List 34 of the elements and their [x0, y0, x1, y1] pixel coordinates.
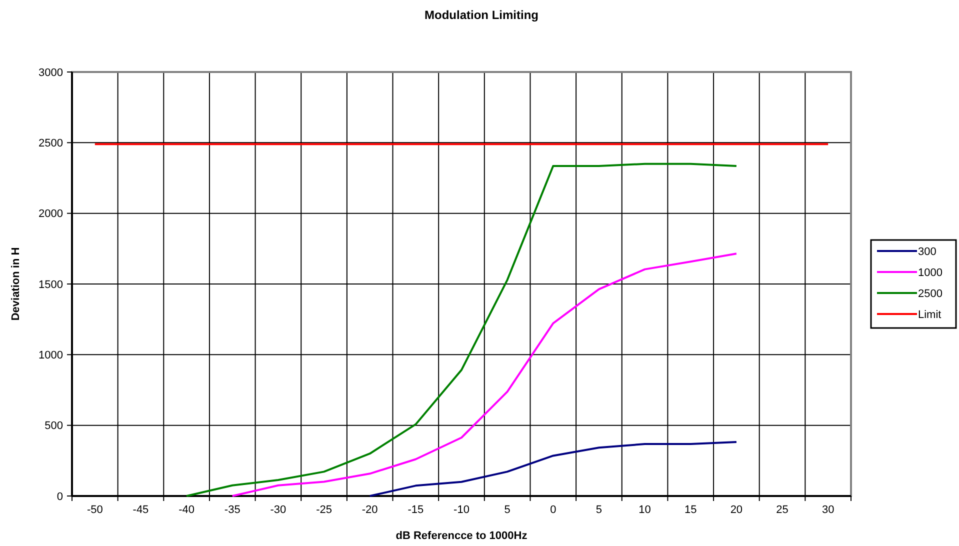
y-tick-label: 2000: [38, 208, 63, 220]
x-tick-label: 15: [684, 504, 697, 516]
line-series: [186, 162, 738, 497]
line-series: [231, 252, 738, 497]
y-tick-label: 500: [44, 420, 63, 432]
x-tick-label: 5: [504, 504, 510, 516]
legend-label: 300: [918, 246, 936, 258]
legend-label: 1000: [918, 266, 942, 279]
y-tick-label: 2500: [38, 138, 63, 150]
x-tick-label: 25: [776, 504, 788, 516]
y-tick-label: 3000: [38, 66, 63, 79]
x-tick-label: -20: [362, 504, 378, 516]
y-tick-label: 1500: [38, 278, 63, 291]
y-tick-label: 0: [56, 490, 63, 503]
legend-label: Limit: [918, 308, 942, 321]
x-tick-label: 20: [730, 504, 743, 516]
x-tick-label: -15: [408, 504, 424, 516]
x-tick-label: -35: [224, 504, 240, 516]
line-series: [368, 441, 738, 497]
x-tick-label: 5: [596, 504, 602, 516]
x-tick-label: 10: [638, 504, 651, 516]
x-tick-label: 30: [822, 504, 834, 516]
x-tick-label: -40: [178, 504, 195, 516]
chart-title: Modulation Limiting: [424, 8, 538, 22]
x-tick-label: -50: [86, 504, 103, 516]
x-tick-label: -30: [270, 504, 286, 516]
x-axis-title: dB Referencce to 1000Hz: [396, 530, 528, 542]
y-tick-label: 1000: [38, 350, 63, 362]
y-axis-title: Deviation in H: [10, 247, 22, 321]
x-tick-label: -25: [316, 504, 332, 516]
x-tick-label: -10: [454, 504, 470, 516]
x-tick-label: 0: [550, 504, 556, 516]
legend-label: 2500: [918, 288, 942, 300]
x-tick-label: -45: [132, 504, 149, 516]
